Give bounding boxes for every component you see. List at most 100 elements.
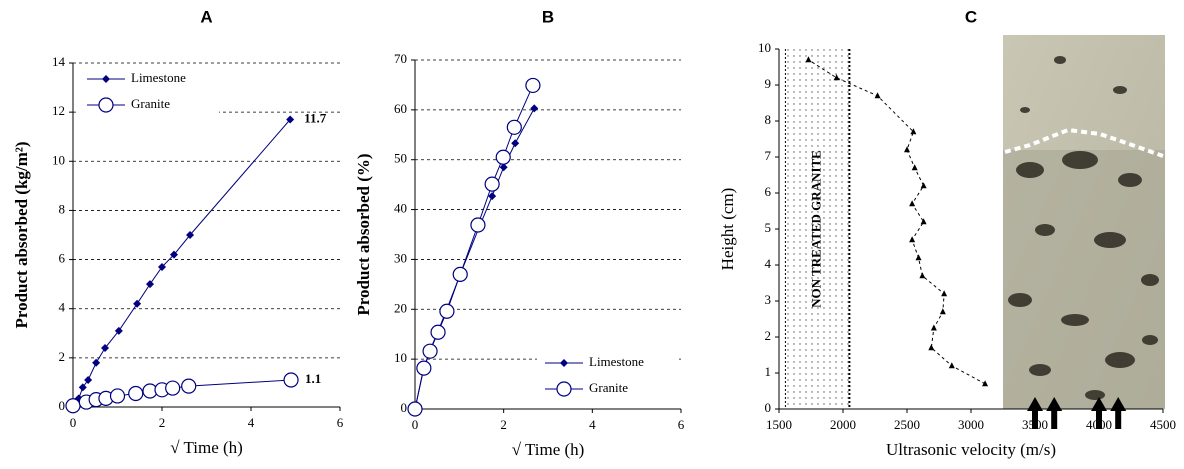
marker [98,97,114,113]
y-tick-label: 2 [765,328,772,343]
series-line [72,119,291,408]
x-tick-label: 2 [500,417,507,432]
y-tick-label: 14 [52,54,66,69]
marker [186,231,195,239]
marker [470,217,486,233]
chart-title: A [200,7,212,26]
x-tick-label: 0 [412,417,419,432]
chart-title: B [542,7,554,26]
x-axis-label: √ Time (h) [512,440,585,459]
x-tick-label: 0 [70,415,77,430]
marker [452,266,468,282]
legend-label: Limestone [589,354,644,369]
marker [833,74,840,81]
marker [909,236,916,243]
y-tick-label: 30 [394,250,407,265]
y-tick-label: 0 [401,400,408,415]
y-tick-label: 70 [394,51,407,66]
marker [805,56,812,63]
x-tick-label: 2500 [894,417,920,432]
x-tick-label: 2 [159,415,166,430]
marker [928,344,935,351]
zone-label: NON TREATED GRANITE [808,150,823,308]
marker [133,299,142,308]
y-tick-label: 10 [52,152,65,167]
y-tick-label: 5 [765,220,772,235]
y-tick-label: 60 [394,101,407,116]
marker [439,303,455,319]
marker [283,372,299,388]
marker [114,326,123,335]
marker [101,344,110,353]
marker [128,385,144,402]
marker [530,104,539,113]
marker [65,398,81,414]
marker [948,362,955,369]
data-label: 11.7 [304,110,327,125]
chart-title: C [965,7,977,26]
marker [158,262,166,271]
marker [511,139,520,148]
marker [982,380,989,387]
x-tick-label: 2000 [830,417,856,432]
y-tick-label: 6 [59,251,66,266]
granite-photo [1003,35,1165,409]
y-tick-label: 12 [52,103,65,118]
legend-box [537,349,677,405]
x-tick-label: 6 [337,415,344,430]
y-tick-label: 40 [394,201,407,216]
marker [92,358,101,367]
y-tick-label: 10 [758,40,771,55]
marker [919,272,926,279]
legend-box [79,65,219,121]
y-tick-label: 3 [765,292,772,307]
marker [407,401,423,417]
marker [484,176,500,192]
series-line [808,59,986,385]
y-tick-label: 10 [394,350,407,365]
marker [499,163,508,172]
x-tick-label: 4 [248,415,255,430]
y-tick-label: 1 [765,364,772,379]
marker [911,164,918,171]
arrow [1091,397,1107,429]
y-tick-label: 6 [765,184,772,199]
marker [915,254,922,261]
marker [560,359,568,367]
marker [910,128,917,135]
marker [488,192,497,201]
marker [909,200,916,207]
legend-label: Granite [589,380,628,395]
x-tick-label: 6 [678,417,685,432]
x-tick-label: 1500 [766,417,792,432]
marker [170,250,179,259]
marker [109,388,126,404]
marker [920,218,927,225]
arrow [1046,397,1063,429]
y-tick-label: 9 [765,76,772,91]
y-tick-label: 0 [765,400,772,415]
x-tick-label: 4 [589,417,596,432]
marker [78,383,87,392]
data-label: 1.1 [305,371,321,386]
y-tick-label: 8 [765,112,772,127]
y-tick-label: 0 [59,398,66,413]
arrow [1110,397,1127,429]
y-tick-label: 2 [59,349,66,364]
marker [525,77,541,94]
marker [416,360,432,376]
marker [939,308,946,315]
y-axis-label: Product absorbed (%) [354,153,373,315]
marker [874,92,881,99]
x-tick-label: 4500 [1150,417,1176,432]
series-line [414,108,535,410]
zone [785,49,850,409]
marker [422,343,438,359]
marker [904,146,910,153]
legend-label: Granite [131,96,170,111]
marker [286,115,295,124]
y-tick-label: 8 [59,201,66,216]
marker [941,290,948,297]
marker [84,375,93,384]
marker [506,119,522,135]
